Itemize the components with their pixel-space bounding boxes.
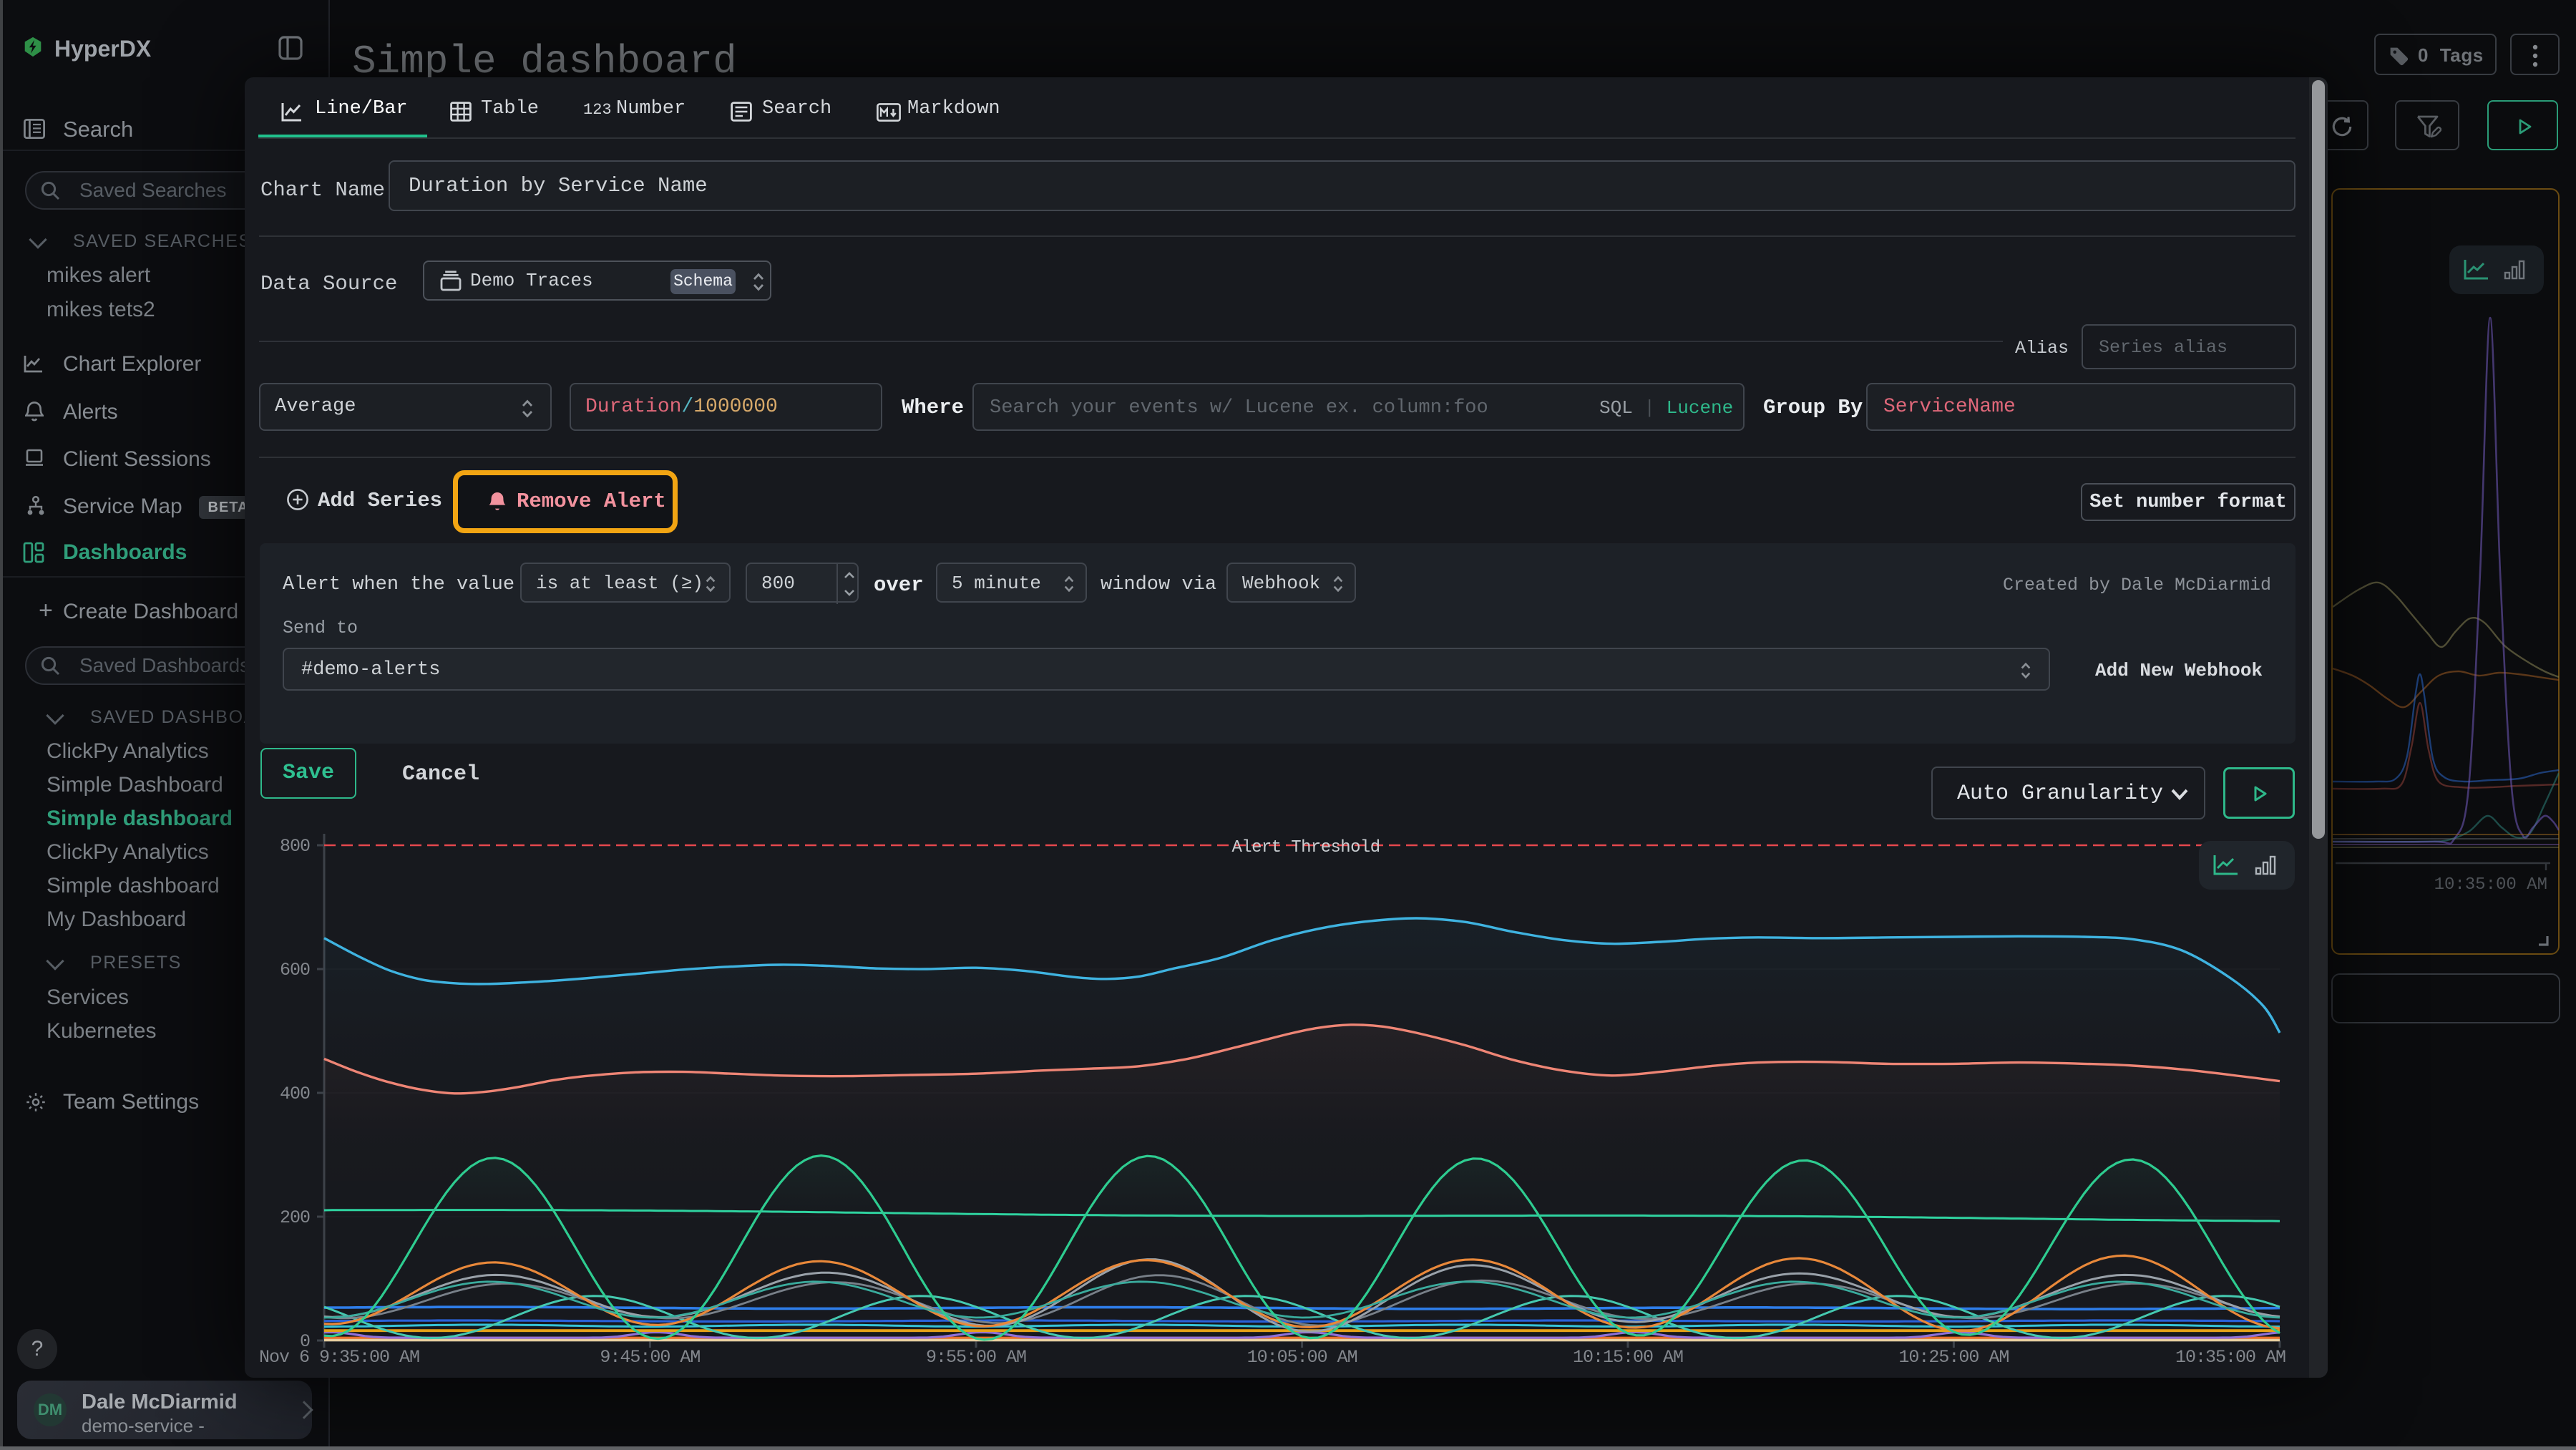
svg-text:0: 0 — [300, 1331, 310, 1352]
svg-text:10:35:00 AM: 10:35:00 AM — [2175, 1347, 2285, 1367]
svg-text:10:25:00 AM: 10:25:00 AM — [1898, 1347, 2009, 1367]
svg-text:10:35:00 AM: 10:35:00 AM — [2434, 875, 2547, 895]
svg-text:800: 800 — [280, 836, 310, 857]
svg-text:200: 200 — [280, 1207, 310, 1228]
svg-text:10:05:00 AM: 10:05:00 AM — [1247, 1347, 1357, 1367]
svg-text:9:45:00 AM: 9:45:00 AM — [600, 1347, 700, 1367]
svg-text:600: 600 — [280, 960, 310, 981]
svg-text:Nov 6 9:35:00 AM: Nov 6 9:35:00 AM — [259, 1347, 419, 1367]
svg-text:10:15:00 AM: 10:15:00 AM — [1573, 1347, 1683, 1367]
svg-text:Alert Threshold: Alert Threshold — [1231, 838, 1380, 857]
svg-text:400: 400 — [280, 1084, 310, 1104]
svg-text:9:55:00 AM: 9:55:00 AM — [926, 1347, 1026, 1367]
